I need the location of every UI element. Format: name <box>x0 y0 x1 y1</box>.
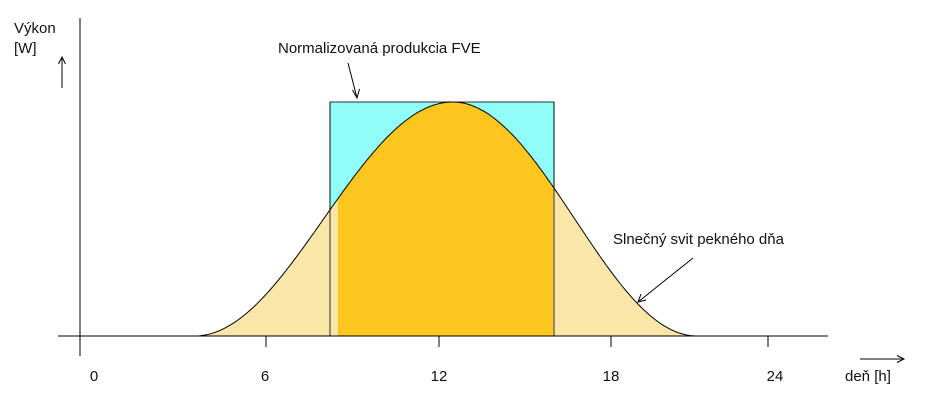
x-tick-label-6: 6 <box>261 368 269 385</box>
sun-annotation-label: Slnečný svit pekného dňa <box>613 231 785 248</box>
x-tick-label-0: 0 <box>90 368 98 385</box>
y-axis-arrow-icon <box>58 55 66 88</box>
x-axis-arrow-icon <box>860 355 906 363</box>
sun-curve-line <box>194 101 697 337</box>
x-tick-label-24: 24 <box>767 368 784 385</box>
x-tick-label-18: 18 <box>603 368 620 385</box>
x-axis-label: deň [h] <box>845 368 891 385</box>
sun-annotation-arrow-icon <box>637 257 694 303</box>
fve-annotation-label: Normalizovaná produkcia FVE <box>278 40 481 57</box>
sun-curve-core-area <box>337 102 554 336</box>
y-axis-label-line2: [W] <box>14 40 37 57</box>
fve-annotation-arrow-icon <box>347 62 360 100</box>
y-axis-label-line1: Výkon <box>14 20 56 37</box>
x-tick-label-12: 12 <box>431 368 448 385</box>
